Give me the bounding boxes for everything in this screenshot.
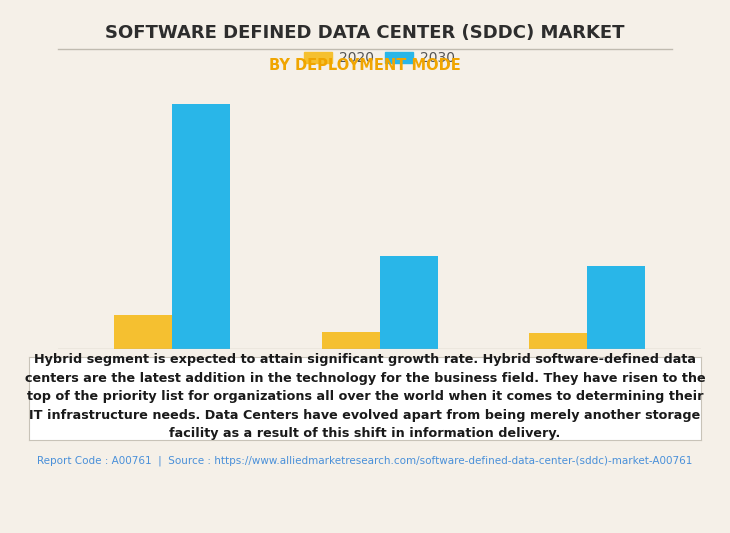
Text: Report Code : A00761  |  Source : https://www.alliedmarketresearch.com/software-: Report Code : A00761 | Source : https://… bbox=[37, 456, 693, 466]
Bar bbox=[115, 315, 172, 349]
Bar bbox=[322, 332, 380, 349]
Bar bbox=[529, 333, 587, 349]
Text: BY DEPLOYMENT MODE: BY DEPLOYMENT MODE bbox=[269, 58, 461, 72]
Legend: 2020, 2030: 2020, 2030 bbox=[299, 46, 461, 71]
Text: Hybrid segment is expected to attain significant growth rate. Hybrid software-de: Hybrid segment is expected to attain sig… bbox=[25, 353, 705, 440]
Bar bbox=[380, 256, 437, 349]
Text: SOFTWARE DEFINED DATA CENTER (SDDC) MARKET: SOFTWARE DEFINED DATA CENTER (SDDC) MARK… bbox=[105, 24, 625, 42]
Bar bbox=[587, 266, 645, 349]
Bar bbox=[172, 104, 231, 349]
